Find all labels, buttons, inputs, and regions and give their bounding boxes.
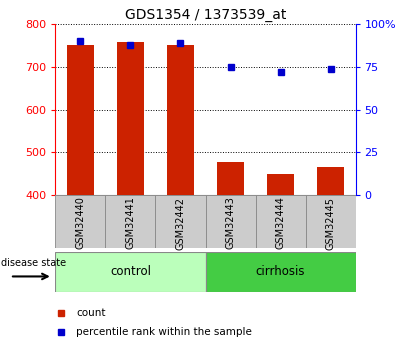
Text: GSM32443: GSM32443 [226,197,236,249]
Bar [256,195,305,248]
Bar [55,195,106,248]
Text: percentile rank within the sample: percentile rank within the sample [76,327,252,337]
Bar [67,45,94,195]
Bar [217,162,244,195]
Text: cirrhosis: cirrhosis [256,265,305,278]
Bar [317,167,344,195]
Bar [117,42,144,195]
Text: disease state: disease state [1,258,66,268]
Text: GSM32444: GSM32444 [275,197,286,249]
Bar [305,195,356,248]
Text: control: control [110,265,151,278]
Bar [55,252,206,292]
Title: GDS1354 / 1373539_at: GDS1354 / 1373539_at [125,8,286,22]
Bar [106,195,155,248]
Text: GSM32442: GSM32442 [175,197,185,249]
Bar [206,252,356,292]
Text: GSM32440: GSM32440 [76,197,85,249]
Bar [206,195,256,248]
Text: GSM32441: GSM32441 [125,197,136,249]
Bar [167,46,194,195]
Bar [267,174,294,195]
Bar [155,195,206,248]
Text: count: count [76,308,106,318]
Text: GSM32445: GSM32445 [326,197,335,249]
